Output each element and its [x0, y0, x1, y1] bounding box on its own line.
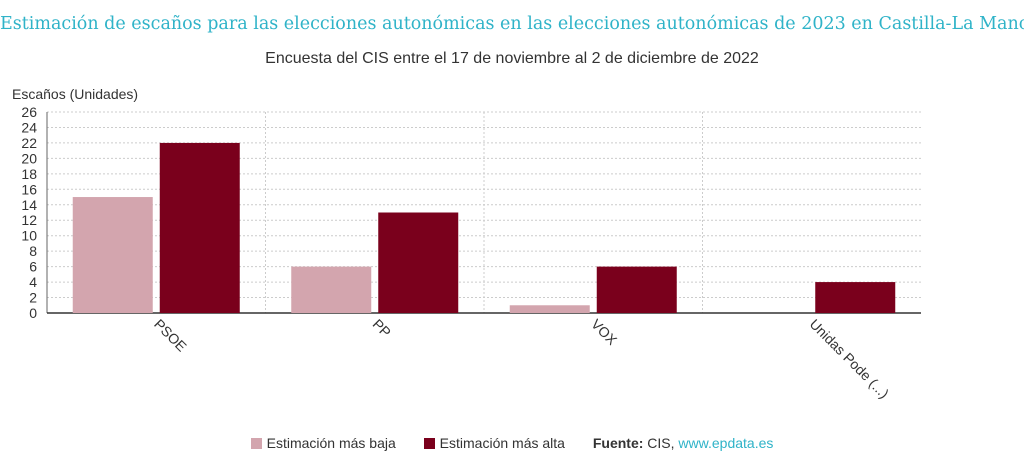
- y-tick-label: 20: [21, 150, 37, 166]
- bar-high-vox: [596, 266, 677, 313]
- chart-subtitle: Encuesta del CIS entre el 17 de noviembr…: [265, 50, 759, 67]
- bar-low-pp: [291, 266, 372, 313]
- y-tick-label: 0: [29, 305, 37, 321]
- legend-label-high: Estimación más alta: [439, 435, 565, 452]
- y-tick-label: 2: [29, 290, 37, 306]
- x-tick-label: PSOE: [151, 316, 190, 355]
- source-link[interactable]: www.epdata.es: [678, 435, 774, 452]
- source-name: CIS,: [647, 435, 675, 452]
- bar-high-unidas-pode: [815, 282, 896, 313]
- y-tick-label: 12: [21, 212, 37, 228]
- bar-low-psoe: [72, 197, 153, 313]
- chart-title: Estimación de escaños para las eleccione…: [0, 14, 1024, 34]
- x-tick-label: VOX: [588, 316, 621, 349]
- x-tick-label: PP: [370, 316, 395, 341]
- legend-label-low: Estimación más baja: [266, 435, 396, 452]
- y-tick-label: 24: [21, 119, 37, 135]
- y-tick-label: 4: [29, 274, 37, 290]
- x-tick-label: Unidas Pode (...): [807, 316, 893, 402]
- y-tick-label: 8: [29, 243, 37, 259]
- y-tick-label: 14: [21, 197, 37, 213]
- legend-item-low[interactable]: Estimación más baja: [250, 435, 396, 452]
- source-note: Fuente: CIS, www.epdata.es: [593, 435, 774, 451]
- legend-item-high[interactable]: Estimación más alta: [423, 435, 565, 452]
- legend-swatch-high: [423, 438, 435, 450]
- source-label: Fuente:: [592, 435, 644, 452]
- y-axis-label: Escaños (Unidades): [12, 86, 139, 102]
- legend: Estimación más baja Estimación más alta …: [0, 434, 1024, 451]
- y-tick-label: 22: [21, 135, 37, 151]
- y-tick-label: 16: [21, 181, 37, 197]
- bar-low-vox: [509, 305, 590, 313]
- y-tick-label: 18: [21, 166, 37, 182]
- bar-high-psoe: [159, 142, 240, 313]
- y-tick-label: 26: [21, 104, 37, 120]
- y-tick-label: 6: [29, 259, 37, 275]
- legend-swatch-low: [250, 438, 262, 450]
- bar-high-pp: [378, 212, 459, 313]
- y-tick-label: 10: [21, 228, 37, 244]
